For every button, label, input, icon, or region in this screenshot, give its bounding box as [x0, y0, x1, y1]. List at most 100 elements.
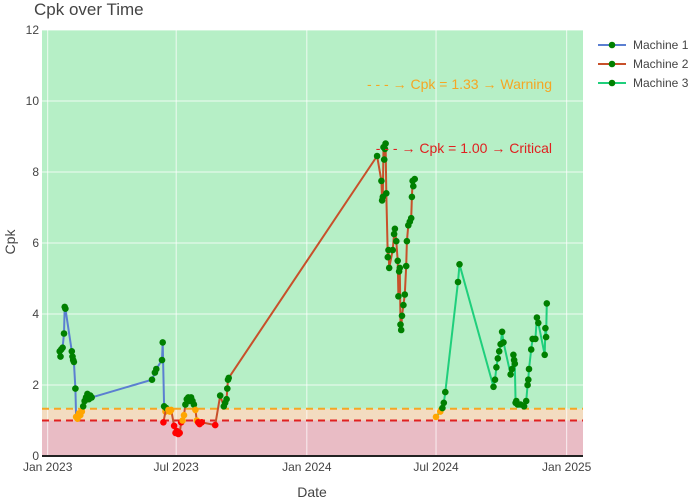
data-point [440, 399, 448, 407]
data-point [407, 214, 415, 222]
x-axis-title: Date [297, 484, 327, 500]
x-tick-label: Jan 2023 [23, 460, 73, 474]
x-tick-labels: Jan 2023 Jul 2023 Jan 2024 Jul 2024 Jan 2025 [23, 460, 592, 474]
data-point [373, 152, 381, 160]
data-point [62, 305, 69, 313]
data-point [381, 145, 389, 153]
legend-marker [608, 60, 616, 68]
data-point [384, 253, 392, 261]
y-tick-label: 4 [32, 307, 39, 321]
legend-label: Machine 1 [633, 38, 689, 52]
data-point [495, 348, 503, 355]
data-point [490, 383, 497, 391]
data-point [401, 291, 409, 298]
x-tick-label: Jul 2024 [413, 460, 459, 474]
data-point [389, 246, 397, 254]
y-tick-label: 0 [32, 449, 39, 463]
threshold-lines [42, 407, 583, 422]
data-point [190, 401, 198, 408]
data-point [160, 419, 167, 426]
series-2 [160, 140, 419, 438]
data-point [394, 257, 402, 265]
data-point [411, 175, 419, 183]
data-point [216, 392, 224, 399]
data-point [378, 177, 385, 185]
legend-label: Machine 3 [633, 76, 689, 90]
data-point [511, 360, 519, 368]
data-point [525, 365, 533, 373]
data-point [158, 356, 166, 364]
legend-marker [608, 79, 616, 87]
critical-annotation: - - - → Cpk = 1.00 → Critical [376, 140, 552, 156]
data-point [500, 339, 507, 346]
data-point [432, 413, 440, 421]
data-point [383, 190, 390, 197]
data-point [391, 225, 399, 233]
data-point [403, 237, 411, 245]
data-point [68, 348, 76, 355]
data-point [543, 300, 551, 307]
grid-lines [42, 29, 583, 456]
data-point [176, 429, 183, 437]
data-point [170, 422, 178, 430]
data-point [525, 376, 532, 384]
data-point [385, 264, 393, 272]
data-point [456, 261, 463, 268]
x-tick-label: Jan 2025 [542, 460, 592, 474]
data-point [211, 421, 219, 429]
data-point [192, 406, 199, 414]
data-point [410, 182, 417, 190]
data-point [393, 237, 400, 245]
data-point [60, 330, 68, 337]
data-point [498, 328, 506, 336]
x-tick-label: Jul 2023 [153, 460, 199, 474]
data-point [223, 395, 230, 403]
data-point [510, 351, 517, 359]
cpk-zones [42, 30, 583, 456]
data-point [533, 314, 541, 321]
data-point [494, 355, 502, 362]
data-point [491, 376, 499, 384]
data-point [454, 278, 462, 286]
data-point [167, 406, 175, 414]
data-point [57, 353, 64, 360]
data-point [225, 374, 232, 382]
data-point [59, 344, 66, 352]
legend-label: Machine 2 [633, 57, 689, 71]
data-point [527, 346, 535, 353]
data-point [380, 156, 388, 163]
y-tick-label: 12 [26, 23, 40, 37]
data-point [148, 376, 156, 384]
data-point [198, 419, 205, 426]
y-tick-label: 6 [32, 236, 39, 250]
data-point [397, 321, 404, 328]
data-point [70, 358, 78, 366]
y-tick-label: 2 [32, 378, 39, 392]
y-tick-label: 8 [32, 165, 39, 179]
data-point [78, 408, 86, 415]
data-point [180, 411, 188, 419]
data-point [153, 365, 160, 373]
data-point [402, 262, 410, 270]
data-point [390, 230, 398, 238]
data-point [524, 381, 531, 389]
data-point [507, 371, 514, 378]
data-point [442, 388, 449, 396]
data-point [542, 324, 549, 332]
x-tick-label: Jan 2024 [282, 460, 332, 474]
data-point [493, 364, 500, 371]
legend: Machine 1 Machine 2 Machine 3 [598, 38, 689, 90]
data-point [439, 404, 446, 412]
data-point [408, 193, 416, 201]
y-tick-labels: 0 2 4 6 8 10 12 [26, 23, 40, 463]
series-1 [56, 303, 169, 423]
data-point [508, 365, 516, 373]
data-point [224, 385, 231, 392]
data-point [396, 264, 404, 272]
data-point [79, 403, 87, 410]
zone-band-0 [42, 420, 583, 456]
data-point [395, 293, 402, 300]
data-point [398, 312, 406, 320]
data-point [400, 301, 407, 309]
